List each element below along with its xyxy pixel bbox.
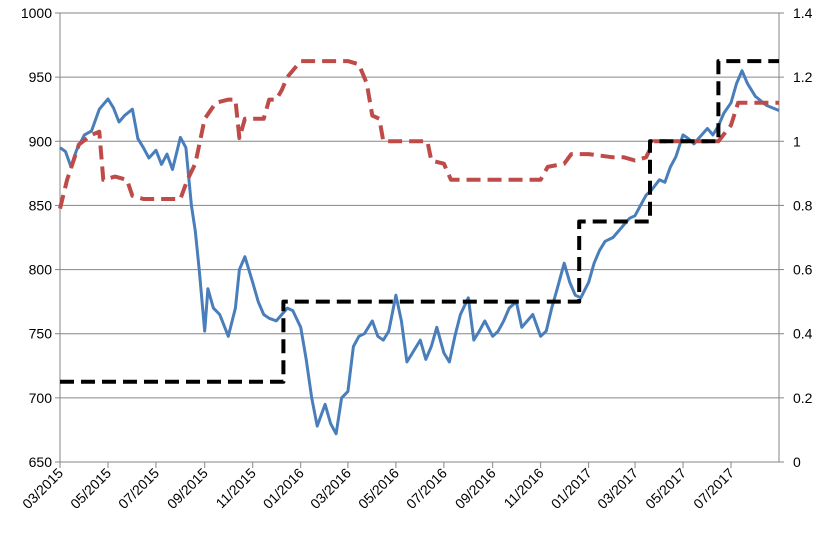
right-tick-label-0.8: 0.8 — [793, 197, 813, 213]
left-tick-label-700: 700 — [29, 390, 53, 406]
right-tick-label-1.2: 1.2 — [793, 69, 813, 85]
x-tick-label-07/2015: 07/2015 — [115, 465, 162, 512]
right-tick-label-1.4: 1.4 — [793, 5, 813, 21]
right-tick-label-0.6: 0.6 — [793, 262, 813, 278]
x-tick-label-11/2015: 11/2015 — [212, 465, 259, 512]
tick-labels: 650700750800850900950100000.20.40.60.811… — [19, 5, 813, 512]
gridlines — [60, 12, 779, 463]
right-tick-label-0.2: 0.2 — [793, 390, 813, 406]
left-tick-label-1000: 1000 — [21, 5, 52, 21]
series-line-2 — [58, 59, 779, 210]
left-tick-label-650: 650 — [29, 454, 53, 470]
series-line-1 — [59, 69, 780, 436]
left-tick-label-750: 750 — [29, 326, 53, 342]
axes — [55, 12, 784, 468]
series-line-3 — [60, 59, 779, 384]
x-tick-label-05/2016: 05/2016 — [355, 465, 402, 512]
x-tick-label-09/2015: 09/2015 — [164, 465, 211, 512]
x-tick-label-11/2016: 11/2016 — [500, 465, 547, 512]
right-tick-label-0.4: 0.4 — [793, 326, 813, 342]
left-tick-label-950: 950 — [29, 69, 53, 85]
x-tick-label-03/2016: 03/2016 — [307, 465, 354, 512]
left-tick-label-900: 900 — [29, 133, 53, 149]
x-tick-label-01/2017: 01/2017 — [548, 465, 595, 512]
x-tick-label-07/2017: 07/2017 — [690, 465, 737, 512]
left-tick-label-850: 850 — [29, 197, 53, 213]
x-tick-label-03/2017: 03/2017 — [594, 465, 641, 512]
x-tick-label-05/2015: 05/2015 — [67, 465, 114, 512]
x-tick-label-01/2016: 01/2016 — [260, 465, 307, 512]
x-tick-label-07/2016: 07/2016 — [403, 465, 450, 512]
right-tick-label-0: 0 — [793, 454, 801, 470]
series — [58, 59, 780, 436]
x-tick-label-03/2015: 03/2015 — [19, 465, 66, 512]
x-tick-label-09/2016: 09/2016 — [452, 465, 499, 512]
x-tick-label-05/2017: 05/2017 — [642, 465, 689, 512]
left-tick-label-800: 800 — [29, 262, 53, 278]
right-tick-label-1: 1 — [793, 133, 801, 149]
